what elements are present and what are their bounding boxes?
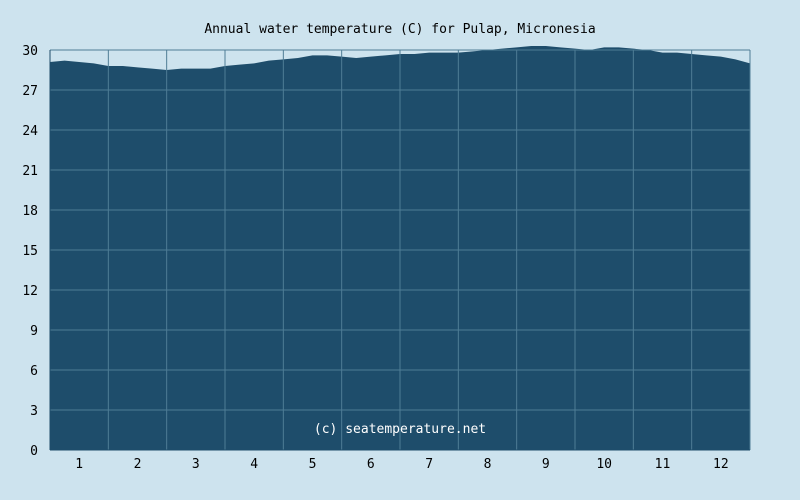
x-tick-label: 5 [309, 457, 317, 472]
y-tick-label: 9 [30, 324, 38, 339]
chart-title: Annual water temperature (C) for Pulap, … [204, 22, 595, 37]
x-tick-label: 2 [134, 457, 142, 472]
x-tick-label: 3 [192, 457, 200, 472]
y-tick-label: 24 [22, 124, 38, 139]
y-tick-label: 30 [22, 44, 38, 59]
x-tick-label: 11 [655, 457, 671, 472]
x-tick-label: 7 [425, 457, 433, 472]
watermark-text: (c) seatemperature.net [314, 422, 486, 437]
y-tick-label: 3 [30, 404, 38, 419]
y-tick-label: 21 [22, 164, 38, 179]
y-tick-label: 18 [22, 204, 38, 219]
y-tick-label: 27 [22, 84, 38, 99]
x-axis: 1 2 3 4 5 6 7 8 9 10 11 12 [75, 457, 728, 472]
x-tick-label: 6 [367, 457, 375, 472]
x-tick-label: 10 [596, 457, 612, 472]
y-axis: 0 3 6 9 12 15 18 21 24 27 30 [22, 44, 38, 459]
x-tick-label: 8 [484, 457, 492, 472]
y-tick-label: 12 [22, 284, 38, 299]
x-tick-label: 4 [250, 457, 258, 472]
y-tick-label: 15 [22, 244, 38, 259]
x-tick-label: 9 [542, 457, 550, 472]
grid-layer [49, 49, 751, 451]
y-tick-label: 0 [30, 444, 38, 459]
x-tick-label: 1 [75, 457, 83, 472]
x-tick-label: 12 [713, 457, 729, 472]
y-tick-label: 6 [30, 364, 38, 379]
